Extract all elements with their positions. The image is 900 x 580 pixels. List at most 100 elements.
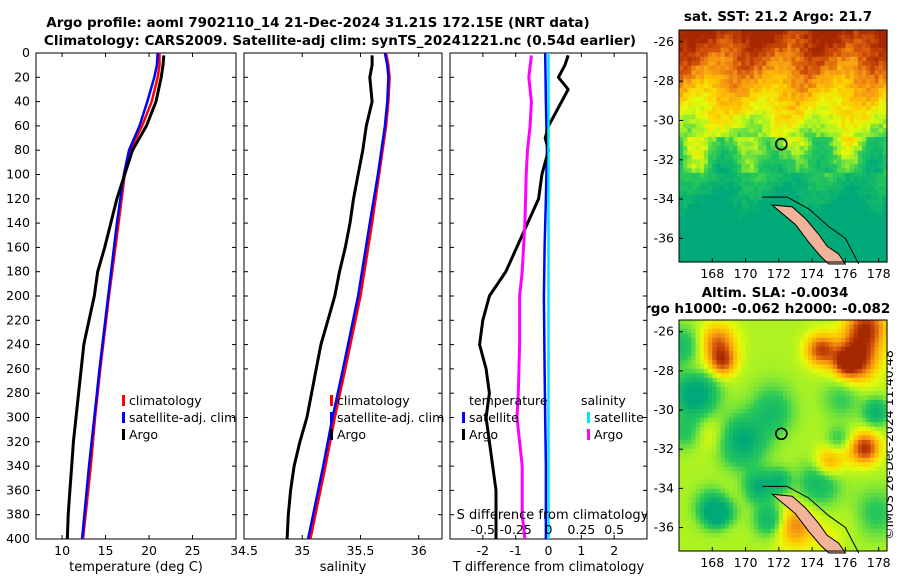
- map-cell: [724, 83, 730, 89]
- map-cell: [824, 488, 830, 494]
- map-cell: [770, 493, 776, 499]
- map-cell: [841, 146, 846, 152]
- map-cell: [841, 195, 846, 201]
- map-cell: [737, 471, 742, 477]
- map-cell: [874, 399, 880, 405]
- map-cell: [762, 248, 767, 254]
- map-cell: [737, 38, 742, 44]
- map-cell: [778, 230, 784, 236]
- map-cell: [841, 422, 846, 428]
- map-cell: [862, 399, 867, 405]
- map-cell: [774, 497, 780, 503]
- map-cell: [853, 146, 859, 152]
- map-cell: [728, 475, 734, 481]
- map-cell: [695, 128, 701, 134]
- map-cell: [837, 43, 842, 49]
- map-cell: [853, 324, 859, 330]
- map-cell: [787, 373, 792, 379]
- map-cell: [837, 399, 842, 405]
- map-cell: [837, 119, 842, 125]
- map-cell: [728, 364, 734, 370]
- map-cell: [874, 351, 880, 357]
- map-cell: [745, 377, 751, 383]
- map-cell: [828, 351, 834, 357]
- map-cell: [699, 83, 705, 89]
- map-cell: [816, 493, 822, 499]
- map-cell: [874, 208, 880, 214]
- map-cell: [712, 150, 718, 156]
- map-cell: [845, 253, 851, 259]
- map-cell: [791, 408, 797, 414]
- map-cell: [837, 79, 842, 85]
- map-cell: [708, 172, 713, 178]
- map-cell: [762, 488, 767, 494]
- map-cell: [691, 493, 697, 499]
- map-cell: [816, 56, 822, 62]
- map-cell: [791, 399, 797, 405]
- map-cell: [857, 61, 863, 67]
- map-cell: [708, 333, 713, 339]
- map-cell: [791, 83, 797, 89]
- map-cell: [716, 177, 722, 183]
- map-cell: [724, 119, 730, 125]
- map-cell: [716, 47, 722, 53]
- map-cell: [878, 324, 884, 330]
- map-cell: [837, 395, 842, 401]
- map-cell: [807, 399, 813, 405]
- map-cell: [791, 128, 797, 134]
- map-cell: [832, 408, 838, 414]
- map-cell: [816, 377, 822, 383]
- map-cell: [862, 408, 867, 414]
- map-cell: [870, 324, 876, 330]
- map-cell: [766, 351, 772, 357]
- map-cell: [812, 146, 817, 152]
- map-cell: [820, 38, 826, 44]
- map-cell: [695, 337, 701, 343]
- map-cell: [687, 105, 693, 111]
- map-cell: [832, 417, 838, 423]
- map-cell: [857, 43, 863, 49]
- map-cell: [882, 346, 888, 352]
- map-cell: [683, 320, 688, 326]
- map-cell: [749, 359, 755, 366]
- map-cell: [857, 74, 863, 80]
- map-cell: [733, 195, 738, 201]
- map-cell: [695, 199, 701, 205]
- map-cell: [758, 435, 763, 441]
- map-cell: [807, 141, 813, 147]
- map-cell: [828, 333, 834, 339]
- map-cell: [832, 105, 838, 111]
- map-cell: [728, 373, 734, 379]
- map-cell: [841, 47, 846, 53]
- map-cell: [878, 488, 884, 494]
- map-cell: [724, 488, 730, 494]
- map-cell: [733, 70, 738, 76]
- map-cell: [766, 368, 772, 374]
- map-cell: [870, 38, 876, 44]
- map-cell: [816, 355, 822, 361]
- map-cell: [878, 395, 884, 401]
- map-cell: [866, 342, 871, 348]
- map-cell: [878, 92, 884, 98]
- map-cell: [828, 212, 834, 218]
- map-cell: [737, 466, 742, 472]
- map-cell: [841, 96, 846, 102]
- map-cell: [795, 466, 801, 472]
- map-cell: [841, 235, 846, 241]
- map-cell: [882, 466, 888, 472]
- map-cell: [866, 177, 871, 183]
- map-cell: [774, 52, 780, 58]
- map-cell: [716, 221, 722, 227]
- map-cell: [841, 65, 846, 71]
- map-cell: [683, 154, 688, 160]
- map-cell: [795, 230, 801, 236]
- map-cell: [783, 132, 788, 138]
- map-cell: [741, 444, 747, 450]
- map-cell: [849, 422, 855, 428]
- map-cell: [870, 110, 876, 116]
- map-cell: [695, 105, 701, 111]
- map-cell: [874, 493, 880, 499]
- map-cell: [733, 444, 738, 450]
- map-cell: [853, 177, 859, 183]
- map-cell: [795, 70, 801, 76]
